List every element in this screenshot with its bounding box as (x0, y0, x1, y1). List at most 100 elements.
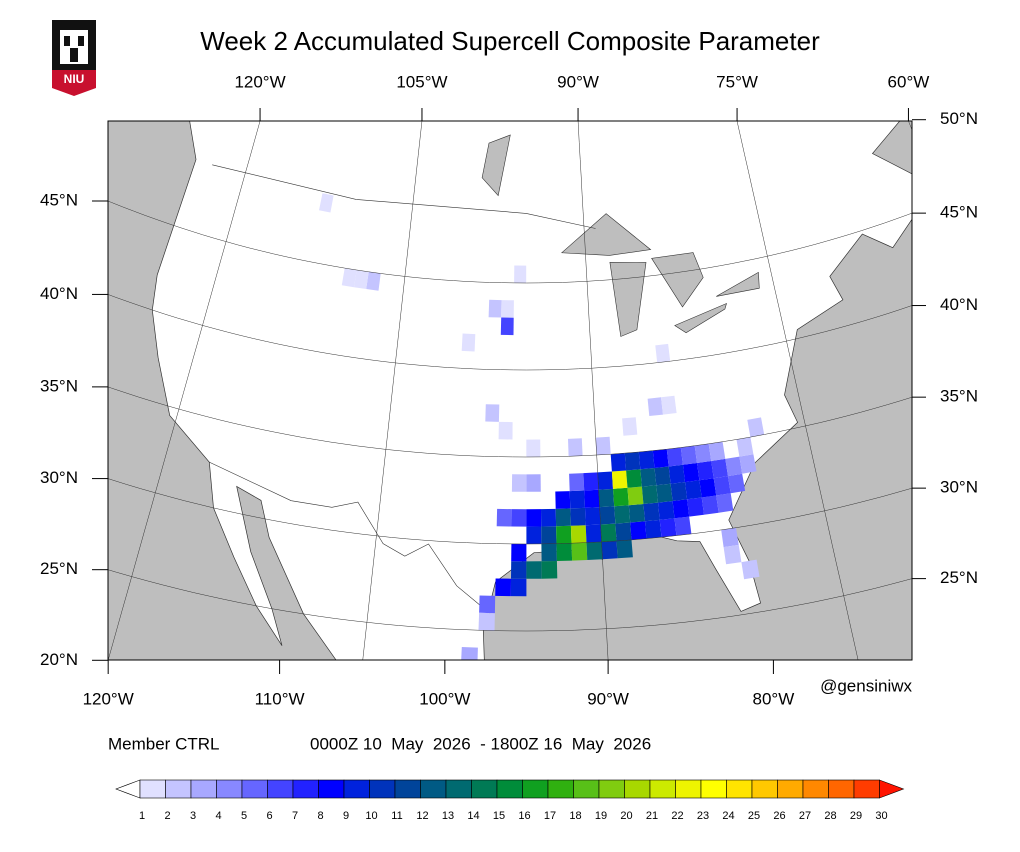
cell (656, 483, 673, 503)
cell (687, 497, 704, 517)
cell (510, 578, 527, 597)
colorbar-label: 20 (620, 810, 632, 822)
cell (628, 504, 645, 523)
logo: NIU (52, 20, 96, 96)
colorbar-label: 1 (139, 810, 145, 822)
colorbar-box (420, 779, 447, 799)
lat-label-left: 35°N (40, 376, 78, 395)
colorbar-box (573, 779, 600, 799)
parallel (108, 569, 912, 632)
cell (501, 300, 514, 318)
parallel (108, 200, 912, 284)
cell (699, 478, 717, 498)
colorbar-label: 6 (266, 810, 272, 822)
cell (498, 421, 513, 440)
cell (586, 541, 603, 560)
cell (627, 486, 644, 506)
colorbar-label: 22 (671, 810, 683, 822)
cell (541, 508, 557, 527)
cell (716, 493, 734, 513)
colorbar-label: 19 (595, 810, 607, 822)
colorbar-box (369, 779, 396, 799)
lon-label-top: 90°W (557, 72, 599, 91)
cell (478, 612, 495, 631)
colorbar-box (216, 779, 243, 799)
cell (711, 458, 728, 479)
cell (526, 439, 541, 457)
cell (645, 519, 662, 539)
cell (736, 437, 754, 457)
lon-label-bottom: 110°W (255, 689, 305, 708)
cell (461, 647, 478, 660)
cell (585, 524, 602, 543)
cell (461, 333, 476, 352)
colorbar-label: 7 (292, 810, 298, 822)
cell (495, 578, 511, 597)
cell (728, 473, 746, 494)
colorbar-label: 17 (544, 810, 556, 822)
cell (526, 509, 542, 527)
parallel (108, 294, 912, 371)
meridian (736, 121, 859, 660)
colorbar-label: 14 (467, 810, 479, 822)
cell (366, 271, 381, 291)
cell (319, 193, 334, 213)
cell (600, 523, 617, 542)
colorbar-box (267, 779, 294, 799)
colorbar-label: 18 (569, 810, 581, 822)
map-frame (107, 120, 913, 661)
colorbar-box (777, 779, 804, 799)
cell (584, 489, 600, 508)
colorbar-box (624, 779, 651, 799)
colorbar-box (522, 779, 549, 799)
cell (616, 539, 633, 559)
lake (674, 302, 727, 334)
meridian (108, 121, 261, 660)
cell (668, 464, 685, 484)
cell (541, 543, 557, 562)
cell (640, 468, 657, 487)
lake (609, 261, 647, 337)
colorbar-box (318, 779, 345, 799)
cell (585, 507, 601, 526)
cell (556, 543, 573, 561)
lon-label-bottom: 120°W (83, 689, 134, 708)
colorbar-label: 4 (215, 810, 221, 822)
cell (630, 521, 647, 540)
lon-label-top: 75°W (716, 72, 758, 91)
colorbar-box (828, 779, 855, 799)
cell (500, 317, 514, 336)
cell (697, 461, 714, 481)
cell (672, 499, 690, 519)
cell (661, 395, 677, 415)
cell (610, 453, 627, 472)
colorbar-label: 13 (442, 810, 454, 822)
colorbar-label: 28 (824, 810, 836, 822)
cell (555, 508, 571, 527)
lon-label-bottom: 90°W (587, 689, 629, 708)
cell (701, 495, 719, 515)
cell (569, 473, 585, 492)
cell (595, 436, 611, 455)
lat-label-right: 50°N (940, 109, 978, 128)
cell (725, 456, 743, 477)
lon-label-top: 60°W (888, 72, 930, 91)
cell (643, 502, 660, 522)
lon-label-top: 105°W (396, 72, 447, 91)
cell (496, 508, 512, 527)
colorbar-label: 12 (416, 810, 428, 822)
cell (708, 670, 727, 689)
colorbar-box (496, 779, 523, 799)
cell (514, 265, 527, 283)
parallel (108, 386, 912, 458)
lat-label-right: 35°N (940, 387, 978, 406)
colorbar-label: 27 (799, 810, 811, 822)
parallel (108, 478, 912, 545)
credit: @gensiniwx (820, 676, 912, 695)
cell (511, 509, 527, 527)
colorbar-box (241, 779, 268, 799)
cell (526, 474, 541, 492)
lake (716, 271, 760, 297)
cell (641, 485, 658, 504)
